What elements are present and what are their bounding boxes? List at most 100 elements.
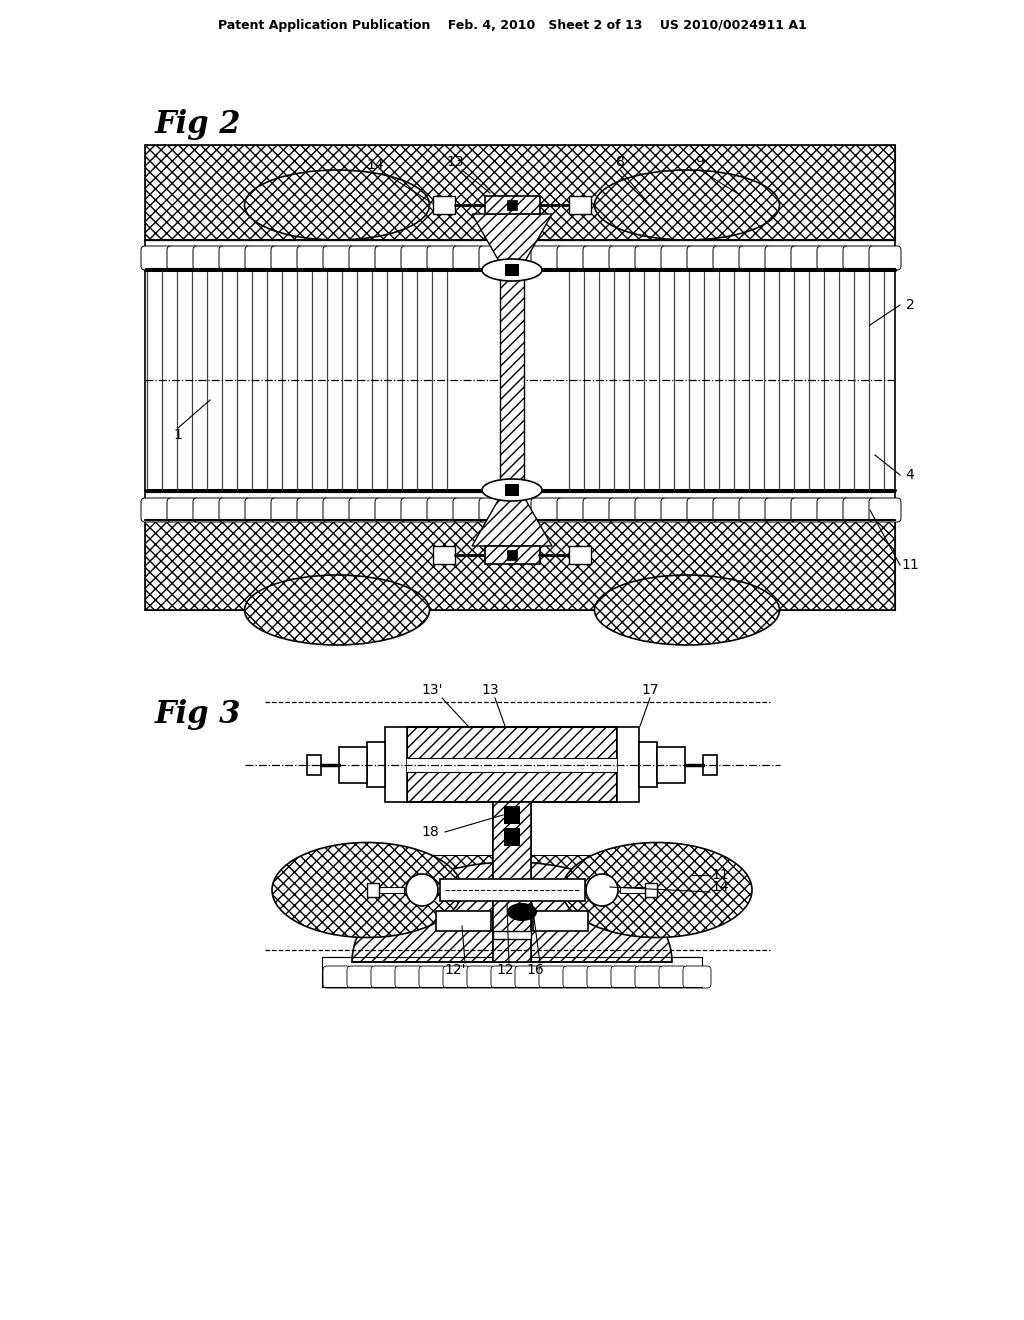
Polygon shape — [352, 862, 672, 962]
FancyBboxPatch shape — [739, 498, 771, 521]
Bar — [569, 195, 591, 214]
Bar — [493, 931, 531, 939]
Bar — [504, 807, 520, 824]
Polygon shape — [472, 214, 552, 271]
FancyBboxPatch shape — [531, 246, 563, 271]
FancyBboxPatch shape — [515, 966, 543, 987]
FancyBboxPatch shape — [141, 498, 173, 521]
FancyBboxPatch shape — [683, 966, 711, 987]
Bar — [639, 742, 657, 787]
FancyBboxPatch shape — [453, 246, 485, 271]
Ellipse shape — [586, 874, 618, 906]
Bar — [145, 145, 895, 240]
FancyBboxPatch shape — [687, 246, 719, 271]
Bar — [433, 195, 455, 214]
FancyBboxPatch shape — [611, 966, 639, 987]
Text: 14: 14 — [367, 158, 384, 172]
FancyBboxPatch shape — [427, 246, 459, 271]
FancyBboxPatch shape — [869, 246, 901, 271]
FancyBboxPatch shape — [635, 966, 663, 987]
Ellipse shape — [272, 842, 462, 937]
Bar — [385, 727, 407, 803]
Bar — [505, 484, 519, 496]
Text: 13: 13 — [446, 154, 464, 169]
FancyBboxPatch shape — [347, 966, 375, 987]
Bar — [645, 883, 657, 898]
FancyBboxPatch shape — [297, 498, 329, 521]
Text: Fig 2: Fig 2 — [155, 110, 242, 140]
FancyBboxPatch shape — [453, 498, 485, 521]
FancyBboxPatch shape — [662, 246, 693, 271]
FancyBboxPatch shape — [297, 246, 329, 271]
FancyBboxPatch shape — [557, 246, 589, 271]
FancyBboxPatch shape — [375, 246, 407, 271]
Text: 4: 4 — [905, 469, 914, 482]
FancyBboxPatch shape — [531, 498, 563, 521]
Ellipse shape — [406, 874, 438, 906]
Bar — [485, 546, 540, 564]
Bar — [407, 727, 617, 803]
Bar — [703, 755, 717, 775]
Text: 1: 1 — [173, 428, 182, 442]
FancyBboxPatch shape — [323, 498, 355, 521]
Bar — [534, 911, 588, 931]
FancyBboxPatch shape — [659, 966, 687, 987]
Polygon shape — [493, 803, 531, 962]
FancyBboxPatch shape — [539, 966, 567, 987]
Bar — [507, 201, 517, 210]
Polygon shape — [500, 271, 524, 490]
FancyBboxPatch shape — [467, 966, 495, 987]
FancyBboxPatch shape — [662, 498, 693, 521]
Text: 12': 12' — [444, 964, 466, 977]
FancyBboxPatch shape — [505, 498, 537, 521]
Bar — [379, 887, 404, 894]
Bar — [433, 546, 455, 564]
Bar — [322, 957, 702, 987]
Bar — [367, 883, 379, 898]
FancyBboxPatch shape — [843, 498, 874, 521]
Text: 18: 18 — [421, 825, 439, 840]
FancyBboxPatch shape — [869, 498, 901, 521]
FancyBboxPatch shape — [443, 966, 471, 987]
Ellipse shape — [245, 576, 429, 645]
FancyBboxPatch shape — [583, 246, 615, 271]
Bar — [307, 755, 321, 775]
FancyBboxPatch shape — [375, 498, 407, 521]
FancyBboxPatch shape — [371, 966, 399, 987]
FancyBboxPatch shape — [791, 246, 823, 271]
Ellipse shape — [507, 903, 537, 921]
FancyBboxPatch shape — [765, 498, 797, 521]
FancyBboxPatch shape — [419, 966, 447, 987]
Bar — [145, 520, 895, 610]
FancyBboxPatch shape — [765, 246, 797, 271]
Bar — [339, 747, 367, 783]
FancyBboxPatch shape — [563, 966, 591, 987]
Ellipse shape — [482, 259, 542, 281]
FancyBboxPatch shape — [609, 498, 641, 521]
FancyBboxPatch shape — [557, 498, 589, 521]
Polygon shape — [472, 490, 552, 546]
Text: 16: 16 — [526, 964, 544, 977]
FancyBboxPatch shape — [271, 246, 303, 271]
FancyBboxPatch shape — [713, 246, 745, 271]
Ellipse shape — [562, 842, 752, 937]
Bar — [485, 195, 540, 214]
Text: 11: 11 — [711, 869, 729, 882]
Bar — [436, 911, 490, 931]
FancyBboxPatch shape — [349, 246, 381, 271]
Bar — [145, 271, 457, 490]
FancyBboxPatch shape — [505, 246, 537, 271]
FancyBboxPatch shape — [219, 246, 251, 271]
FancyBboxPatch shape — [791, 498, 823, 521]
Bar — [567, 271, 895, 490]
Bar — [620, 887, 645, 894]
Text: 13': 13' — [421, 682, 442, 697]
Ellipse shape — [482, 479, 542, 502]
FancyBboxPatch shape — [271, 498, 303, 521]
Bar — [440, 879, 585, 902]
FancyBboxPatch shape — [395, 966, 423, 987]
FancyBboxPatch shape — [843, 246, 874, 271]
FancyBboxPatch shape — [479, 498, 511, 521]
Text: 9: 9 — [695, 154, 705, 169]
Ellipse shape — [595, 170, 779, 240]
